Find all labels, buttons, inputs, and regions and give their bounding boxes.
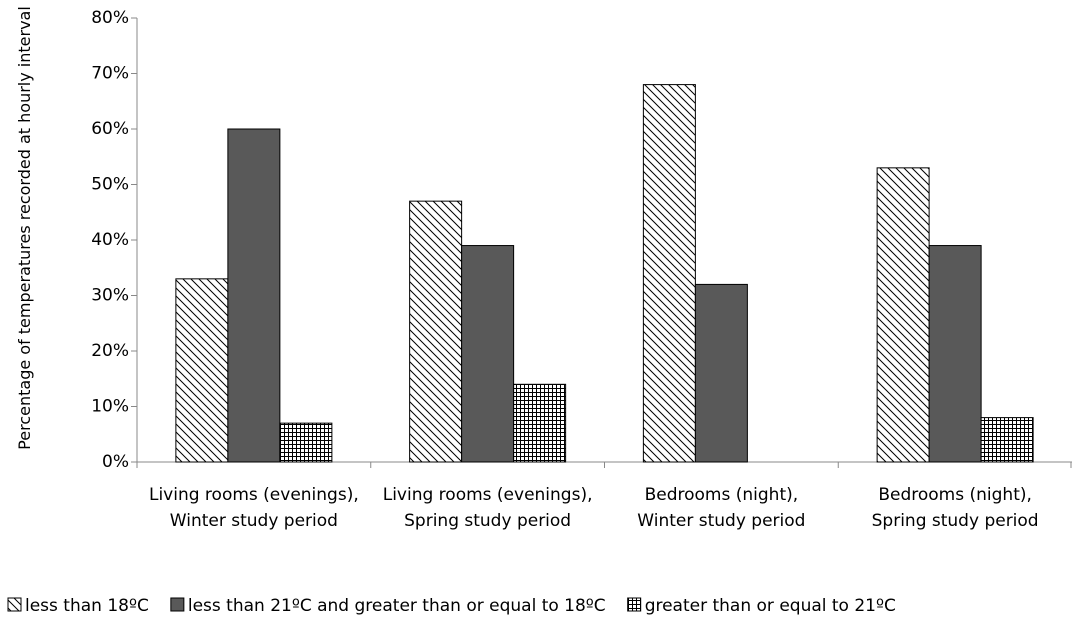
bar: [279, 422, 333, 463]
x-tick-label: Bedrooms (night), Winter study period: [637, 485, 806, 531]
y-tick-label: 30%: [91, 286, 129, 306]
legend-label: less than 18ºC: [25, 596, 149, 616]
x-tick-label: Bedrooms (night), Spring study period: [871, 485, 1039, 531]
y-tick-label: 0%: [102, 452, 129, 472]
legend-swatch: [170, 597, 185, 612]
y-tick-label: 10%: [91, 397, 129, 417]
x-tick-label: Living rooms (evenings), Spring study pe…: [382, 485, 593, 531]
bar: [694, 283, 748, 463]
y-tick-label: 60%: [91, 119, 129, 139]
bar: [461, 245, 515, 463]
bar: [876, 167, 930, 463]
bar: [409, 200, 463, 463]
y-tick-label: 50%: [91, 175, 129, 195]
y-tick-label: 80%: [91, 8, 129, 28]
legend-swatch: [7, 597, 22, 612]
legend-label: less than 21ºC and greater than or equal…: [188, 596, 606, 616]
bar: [980, 417, 1034, 463]
y-tick-label: 70%: [91, 64, 129, 84]
x-tick-label: Living rooms (evenings), Winter study pe…: [148, 485, 359, 531]
bar: [175, 278, 229, 463]
y-tick-label: 40%: [91, 230, 129, 250]
legend-label: greater than or equal to 21ºC: [645, 596, 896, 616]
y-axis-label: Percentage of temperatures recorded at h…: [15, 6, 34, 450]
y-tick-label: 20%: [91, 341, 129, 361]
bar: [513, 383, 567, 463]
legend-swatch: [627, 597, 642, 612]
bar: [642, 84, 696, 463]
bar: [227, 128, 281, 463]
bar: [928, 245, 982, 463]
